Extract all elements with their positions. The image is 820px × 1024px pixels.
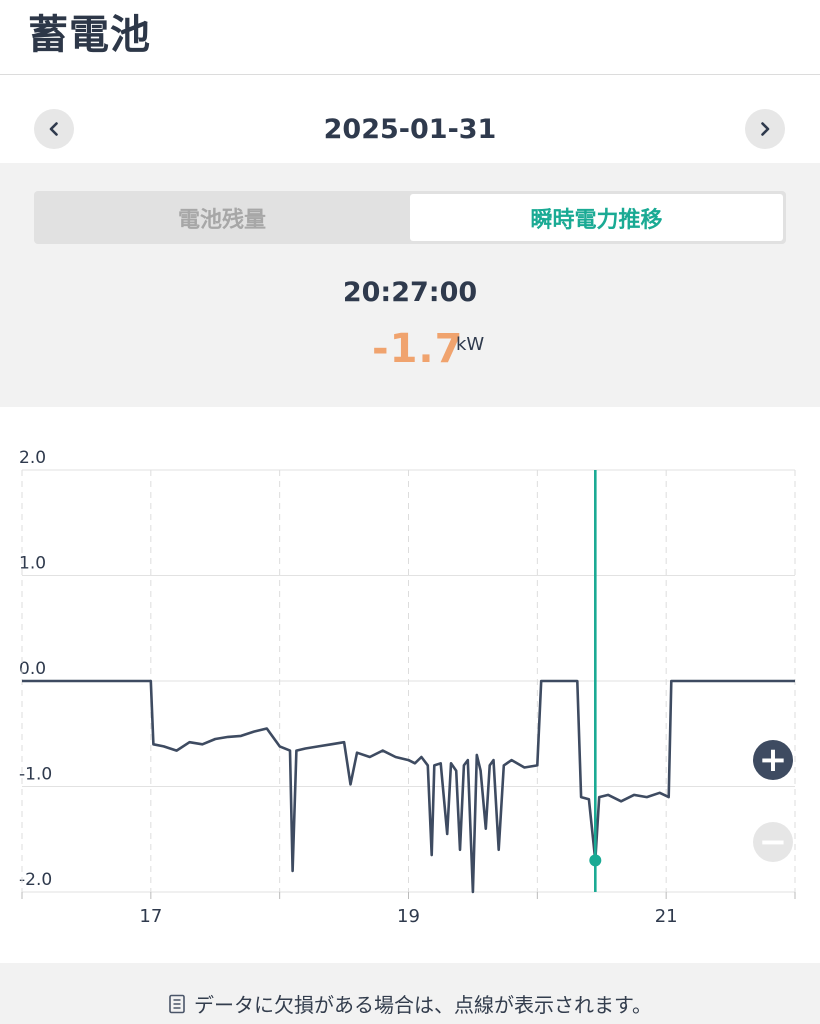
footer-note-text: データに欠損がある場合は、点線が表示されます。 — [194, 993, 652, 1017]
current-date: 2025-01-31 — [323, 114, 497, 145]
zoom-out-button[interactable]: − — [753, 822, 793, 862]
y-tick-label: 2.0 — [19, 448, 46, 468]
time-cursor-marker — [589, 854, 602, 867]
y-tick-label: -1.0 — [19, 765, 52, 785]
selected-time: 20:27:00 — [342, 277, 478, 308]
footer: データに欠損がある場合は、点線が表示されます。 — [0, 963, 820, 1024]
date-navigator: 2025-01-31 — [0, 104, 820, 156]
view-tabs: 電池残量 瞬時電力推移 — [34, 191, 786, 244]
document-icon — [169, 994, 185, 1013]
chevron-left-icon — [49, 122, 58, 136]
chevron-right-icon — [761, 122, 770, 136]
page-title: 蓄電池 — [28, 12, 151, 58]
x-tick-label: 21 — [655, 906, 678, 927]
tab-battery-level[interactable]: 電池残量 — [177, 207, 266, 233]
minus-icon: − — [758, 822, 788, 862]
missing-data-note: データに欠損がある場合は、点線が表示されます。 — [0, 989, 820, 1018]
plus-icon: + — [758, 740, 788, 780]
x-tick-label: 17 — [139, 906, 162, 927]
tab-instant-power[interactable]: 瞬時電力推移 — [410, 194, 783, 241]
x-tick-label: 19 — [397, 906, 420, 927]
power-unit: kW — [456, 334, 485, 355]
next-day-button[interactable] — [745, 109, 785, 149]
y-tick-label: 0.0 — [19, 659, 46, 679]
y-tick-label: -2.0 — [19, 870, 52, 890]
header-divider — [0, 74, 820, 75]
power-value: -1.7 — [372, 326, 464, 372]
power-chart[interactable]: 2.0 1.0 0.0 -1.0 -2.0 17 19 21 — [0, 440, 820, 940]
zoom-in-button[interactable]: + — [753, 740, 793, 780]
power-series-line — [22, 679, 795, 894]
power-readout: -1.7 kW — [372, 326, 484, 376]
previous-day-button[interactable] — [34, 109, 74, 149]
summary-panel: 電池残量 瞬時電力推移 20:27:00 -1.7 kW — [0, 163, 820, 407]
y-tick-label: 1.0 — [19, 554, 46, 574]
